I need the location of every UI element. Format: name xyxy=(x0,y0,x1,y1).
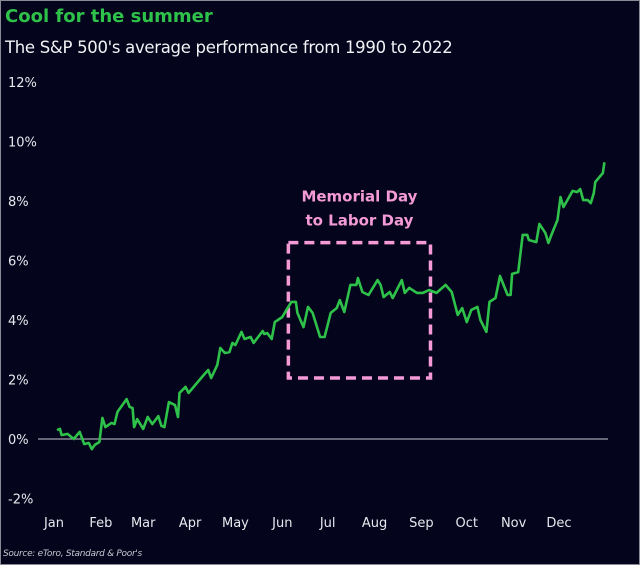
y-tick-label: 2% xyxy=(8,374,29,389)
x-tick-label: May xyxy=(222,516,249,531)
annotation-line-1: Memorial Day xyxy=(301,188,417,206)
source-note: Source: eToro, Standard & Poor's xyxy=(3,549,142,559)
x-tick-label: Dec xyxy=(546,516,571,531)
sp500-performance-line xyxy=(56,162,606,451)
y-tick-label: 0% xyxy=(8,433,29,448)
chart-subtitle: The S&P 500's average performance from 1… xyxy=(5,38,453,57)
x-tick-label: Apr xyxy=(179,516,202,531)
y-tick-label: -2% xyxy=(8,493,33,508)
annotation-line-2: to Labor Day xyxy=(305,212,413,230)
x-tick-label: Mar xyxy=(131,516,156,531)
y-tick-label: 12% xyxy=(8,76,37,91)
x-tick-label: Nov xyxy=(501,516,527,531)
y-tick-label: 6% xyxy=(8,255,29,270)
y-tick-label: 4% xyxy=(8,314,29,329)
summer-period-box xyxy=(286,240,433,380)
y-tick-label: 10% xyxy=(8,136,37,151)
x-tick-label: Oct xyxy=(456,516,478,531)
x-tick-label: Feb xyxy=(89,516,112,531)
x-tick-label: Jan xyxy=(43,516,64,531)
x-tick-label: Jun xyxy=(271,516,292,531)
y-tick-label: 8% xyxy=(8,195,29,210)
chart-title: Cool for the summer xyxy=(5,6,213,27)
x-tick-label: Jul xyxy=(319,516,336,531)
x-tick-label: Aug xyxy=(362,516,387,531)
x-tick-label: Sep xyxy=(409,516,434,531)
